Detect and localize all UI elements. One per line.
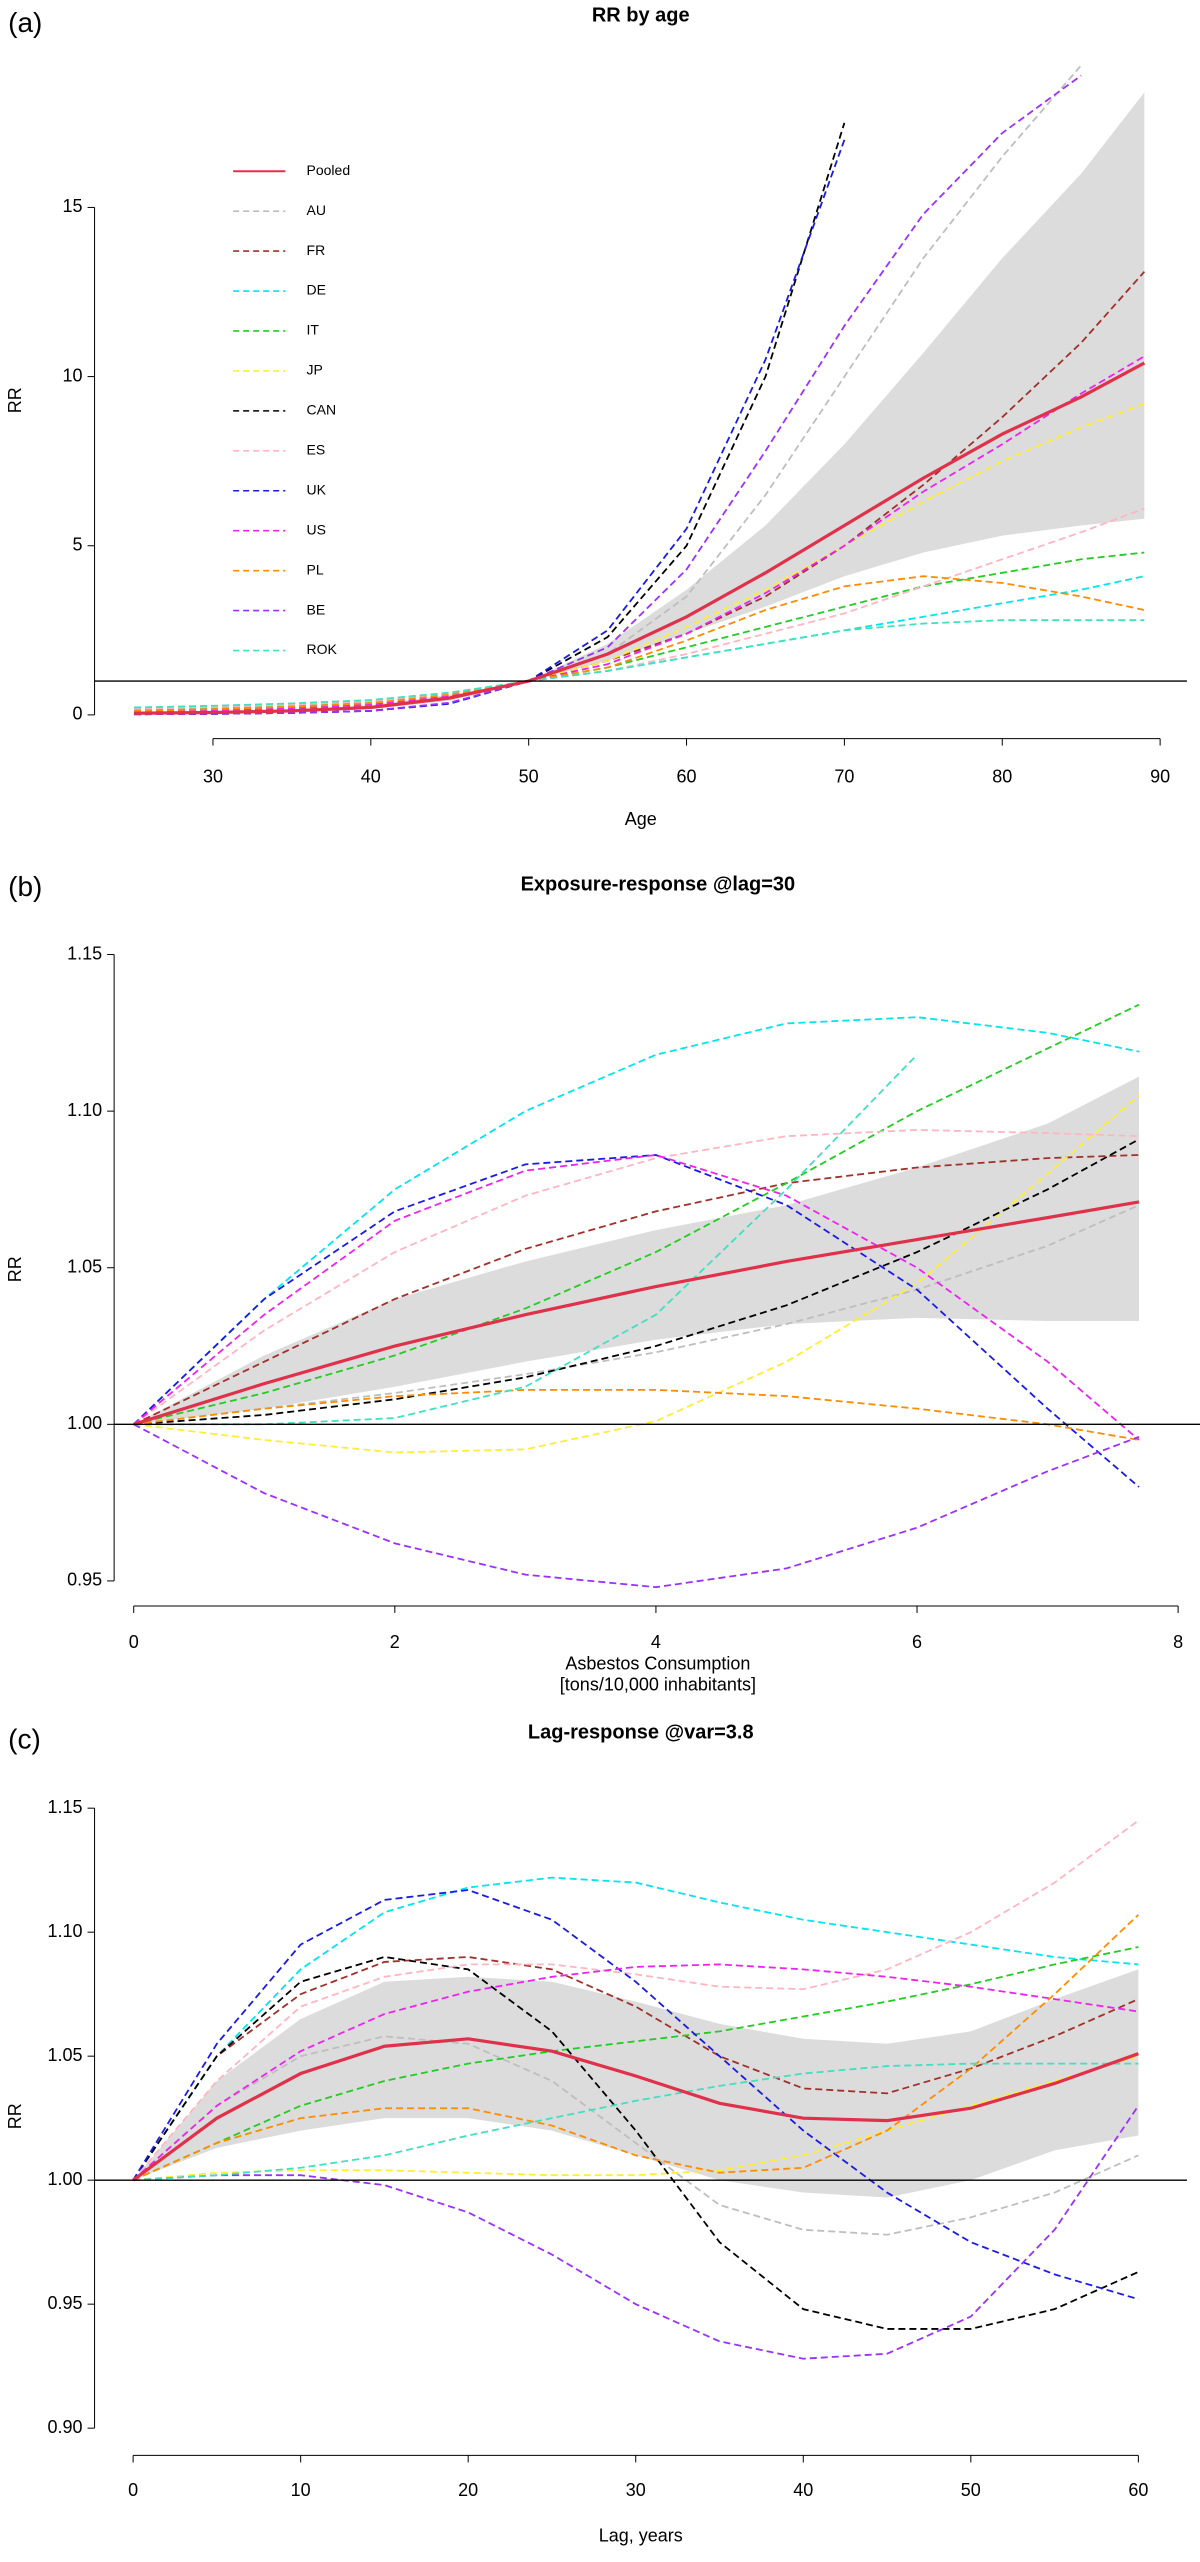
series-line	[134, 619, 1145, 709]
series-line	[134, 74, 1082, 716]
panel-label: (c)	[8, 1724, 41, 1755]
confidence-band	[133, 1969, 1139, 2198]
x-axis-label: [tons/10,000 inhabitants]	[560, 1675, 756, 1695]
plot-area	[132, 1819, 1140, 2360]
y-axis-label: RR	[5, 1256, 25, 1282]
legend-label: IT	[307, 322, 320, 338]
series-line	[134, 575, 1145, 712]
series-line	[134, 551, 1145, 711]
y-tick-label: 0.95	[48, 2293, 83, 2313]
x-tick-label: 60	[1128, 2480, 1148, 2500]
y-tick-label: 1.15	[67, 943, 102, 963]
panel-label: (a)	[8, 7, 42, 38]
plot-area	[133, 1003, 1140, 1589]
x-tick-label: 70	[834, 766, 854, 786]
y-tick-label: 1.00	[48, 2169, 83, 2189]
x-tick-label: 20	[458, 2480, 478, 2500]
confidence-band	[134, 92, 1145, 714]
y-tick-label: 0.95	[67, 1570, 102, 1590]
y-tick-label: 10	[63, 365, 83, 385]
legend-label: JP	[307, 362, 323, 378]
legend-label: ROK	[307, 641, 338, 657]
y-tick-label: 1.10	[67, 1100, 102, 1120]
series-line	[133, 1154, 1140, 1441]
series-line	[133, 1423, 1140, 1589]
x-tick-label: 50	[961, 2480, 981, 2500]
legend-label: Pooled	[307, 162, 351, 178]
chart-title: Lag-response @var=3.8	[528, 1721, 754, 1743]
y-tick-label: 1.00	[67, 1413, 102, 1433]
chart-title: Exposure-response @lag=30	[521, 874, 796, 896]
series-line	[133, 1003, 1140, 1426]
x-tick-label: 0	[129, 1632, 139, 1652]
series-line	[132, 1914, 1139, 2181]
x-tick-label: 4	[651, 1632, 661, 1652]
series-line	[132, 1876, 1139, 2181]
legend-label: DE	[307, 282, 326, 298]
x-axis-label: Age	[625, 809, 657, 829]
legend-label: CAN	[307, 402, 337, 418]
x-tick-label: 6	[912, 1632, 922, 1652]
series-line	[134, 507, 1145, 710]
y-axis-label: RR	[5, 2103, 25, 2129]
x-tick-label: 10	[291, 2480, 311, 2500]
series-line	[133, 2105, 1140, 2360]
series-line	[132, 1956, 1139, 2330]
series-line	[132, 2037, 1139, 2182]
legend-label: UK	[307, 481, 327, 497]
x-tick-label: 40	[361, 766, 381, 786]
legend-label: AU	[307, 202, 326, 218]
series-line	[132, 1819, 1139, 2181]
series-line	[132, 1963, 1139, 2181]
legend-label: ES	[307, 442, 326, 458]
legend-label: US	[307, 521, 326, 537]
legend-label: FR	[307, 242, 326, 258]
series-line	[133, 2055, 1139, 2182]
x-tick-label: 90	[1150, 766, 1170, 786]
panel-label: (b)	[8, 871, 42, 902]
x-tick-label: 30	[203, 766, 223, 786]
x-tick-label: 50	[519, 766, 539, 786]
x-tick-label: 8	[1173, 1632, 1183, 1652]
y-tick-label: 1.10	[48, 1921, 83, 1941]
x-axis-label: Lag, years	[599, 2526, 683, 2546]
x-tick-label: 30	[626, 2480, 646, 2500]
series-line	[133, 1200, 1140, 1426]
legend-label: PL	[307, 561, 324, 577]
y-axis-label: RR	[5, 387, 25, 413]
series-line	[134, 361, 1146, 715]
series-line	[134, 139, 846, 716]
x-tick-label: 60	[677, 766, 697, 786]
series-line	[133, 2062, 1139, 2182]
y-tick-label: 0.90	[48, 2417, 83, 2437]
y-tick-label: 5	[73, 534, 83, 554]
series-line	[132, 1889, 1139, 2301]
series-line	[133, 1154, 1140, 1426]
y-tick-label: 0	[73, 704, 83, 724]
y-tick-label: 1.15	[48, 1797, 83, 1817]
y-tick-label: 1.05	[48, 2045, 83, 2065]
series-line	[133, 1129, 1140, 1426]
x-tick-label: 80	[992, 766, 1012, 786]
series-line	[133, 1154, 1140, 1488]
series-line	[132, 2035, 1139, 2236]
x-tick-label: 2	[390, 1632, 400, 1652]
plot-area	[134, 64, 1146, 716]
y-tick-label: 1.05	[67, 1256, 102, 1276]
chart-title: RR by age	[592, 5, 690, 27]
x-tick-label: 0	[128, 2480, 138, 2500]
series-line	[133, 1016, 1140, 1425]
x-axis-label: Asbestos Consumption	[565, 1653, 750, 1673]
y-tick-label: 15	[63, 196, 83, 216]
series-line	[133, 1138, 1140, 1426]
legend-label: BE	[307, 601, 326, 617]
x-tick-label: 40	[793, 2480, 813, 2500]
series-line	[133, 1388, 1140, 1441]
series-line	[134, 355, 1145, 713]
confidence-band	[133, 1076, 1139, 1425]
